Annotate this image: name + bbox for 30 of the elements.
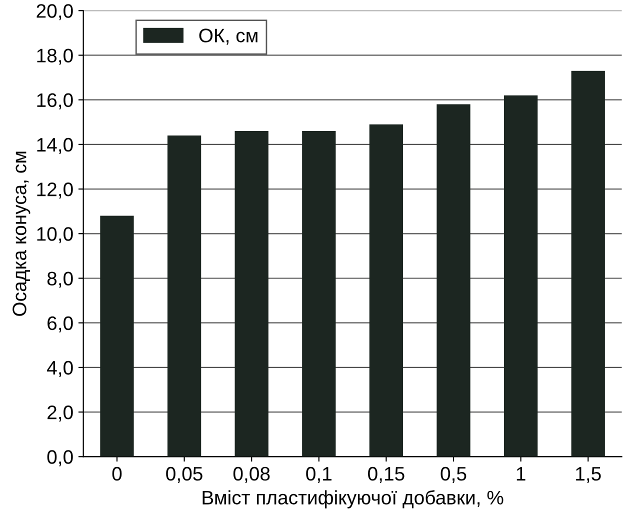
y-tick-label: 14,0 bbox=[37, 138, 73, 154]
y-tick-label: 6,0 bbox=[48, 316, 73, 332]
legend-label: ОК, см bbox=[199, 28, 258, 45]
x-tick-label: 0,1 bbox=[306, 466, 332, 483]
y-tick-label: 16,0 bbox=[37, 93, 73, 110]
x-tick-label: 1 bbox=[516, 467, 526, 480]
bar bbox=[571, 70, 605, 457]
y-tick-label: 4,0 bbox=[47, 360, 73, 377]
x-tick-label: 0,5 bbox=[440, 466, 466, 483]
x-axis-title: Вміст пластифікуючої добавки, % bbox=[202, 490, 504, 508]
x-tick-label: 0 bbox=[112, 466, 122, 481]
x-tick-label: 0,08 bbox=[233, 466, 270, 483]
y-axis-title: Осадка конуса, см bbox=[12, 152, 30, 316]
bar bbox=[234, 131, 268, 457]
y-tick-label: 18,0 bbox=[37, 48, 73, 65]
bar bbox=[100, 216, 134, 457]
x-tick-label: 0,15 bbox=[368, 466, 404, 483]
y-tick-label: 20,0 bbox=[36, 4, 73, 20]
bar bbox=[504, 95, 538, 457]
y-tick-label: 12,0 bbox=[37, 182, 73, 199]
bar bbox=[369, 124, 404, 457]
x-tick-label: 0,05 bbox=[166, 466, 202, 483]
y-tick-label: 2,0 bbox=[48, 406, 73, 422]
y-tick-label: 0,0 bbox=[47, 450, 73, 466]
y-tick-label: 8,0 bbox=[47, 272, 73, 288]
x-tick-label: 1,5 bbox=[576, 467, 601, 483]
y-tick-label: 10,0 bbox=[37, 227, 73, 244]
bar bbox=[436, 104, 470, 457]
bar bbox=[167, 136, 202, 457]
bar bbox=[302, 131, 336, 457]
